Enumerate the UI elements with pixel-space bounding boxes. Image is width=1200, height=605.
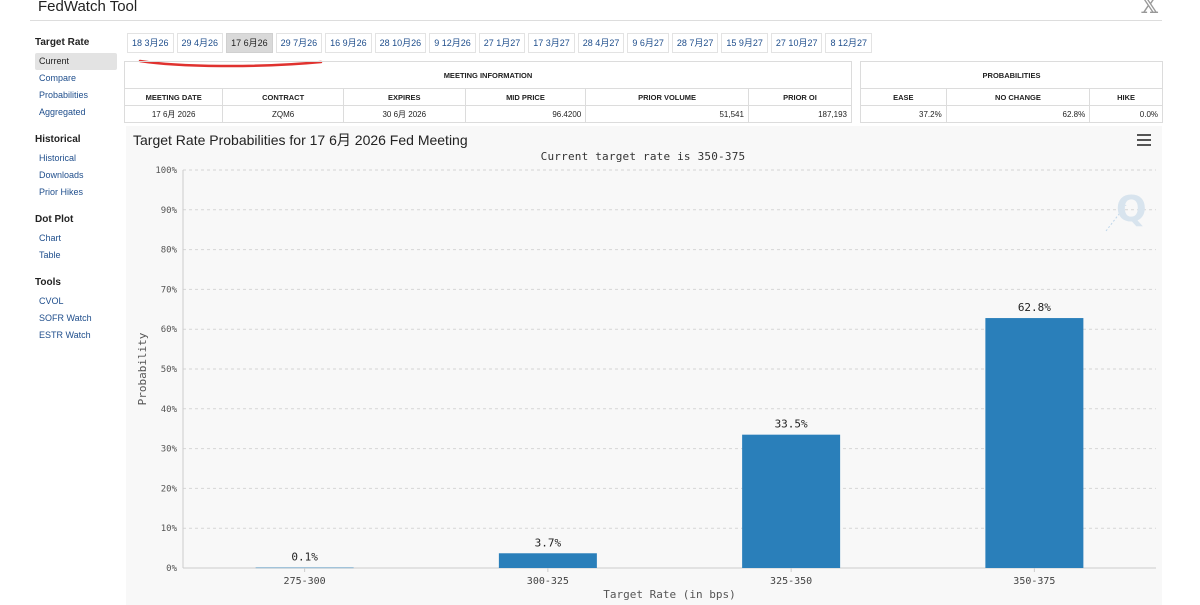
sidebar-section-title: Historical — [35, 134, 81, 145]
column-header: HIKE — [1089, 88, 1163, 106]
cme-q-logo-icon: Q — [1105, 189, 1146, 232]
table-cell: 17 6月 2026 — [123, 105, 224, 123]
divider — [30, 20, 1162, 21]
chart-title: Target Rate Probabilities for 17 6月 2026… — [133, 132, 468, 148]
meeting-tab[interactable]: 18 3月26 — [127, 33, 174, 53]
table-cell: 187,193 — [747, 105, 853, 123]
y-tick-label: 60% — [161, 325, 178, 335]
column-header: MID PRICE — [464, 88, 587, 106]
meeting-tab[interactable]: 9 12月26 — [429, 33, 476, 53]
sidebar-item-downloads[interactable]: Downloads — [39, 170, 84, 180]
y-tick-label: 90% — [161, 206, 178, 216]
x-tick-label: 300-325 — [527, 576, 569, 587]
x-axis-title: Target Rate (in bps) — [603, 588, 735, 601]
meeting-tab[interactable]: 27 1月27 — [478, 33, 526, 53]
column-header: CONTRACT — [222, 88, 344, 106]
column-header: MEETING DATE — [123, 88, 224, 106]
table-cell: ZQM6 — [222, 105, 344, 123]
y-tick-label: 10% — [161, 524, 178, 534]
sidebar-item-estr-watch[interactable]: ESTR Watch — [39, 330, 91, 340]
meeting-information-table: MEETING INFORMATION MEETING DATE CONTRACT… — [123, 61, 853, 123]
meeting-tab[interactable]: 28 10月26 — [374, 33, 427, 53]
meeting-tab[interactable]: 9 6月27 — [627, 33, 669, 53]
table-cell: 62.8% — [945, 105, 1091, 123]
table-cell: 0.0% — [1089, 105, 1163, 123]
probabilities-table: PROBABILITIES EASE NO CHANGE HIKE 37.2% 62.… — [860, 61, 1163, 123]
y-tick-label: 100% — [155, 166, 177, 176]
sidebar-item-historical[interactable]: Historical — [39, 153, 77, 163]
meeting-tab[interactable]: 29 4月26 — [176, 33, 224, 53]
sidebar-item-aggregated[interactable]: Aggregated — [39, 107, 86, 117]
bar — [985, 318, 1084, 568]
meeting-tab[interactable]: 17 6月26 — [226, 33, 273, 53]
probabilities-title: PROBABILITIES — [860, 61, 1163, 89]
sidebar-section-title: Target Rate — [35, 37, 90, 48]
data-label: 3.7% — [535, 536, 562, 549]
x-tick-label: 350-375 — [1013, 576, 1055, 587]
meeting-tab[interactable]: 28 4月27 — [577, 33, 625, 53]
sidebar-item-chart[interactable]: Chart — [39, 233, 62, 243]
data-label: 62.8% — [1018, 301, 1051, 314]
sidebar-item-current[interactable]: Current — [35, 53, 117, 70]
app-title: FedWatch Tool — [38, 0, 138, 15]
bar — [498, 553, 597, 568]
table-cell: 30 6月 2026 — [342, 105, 466, 123]
probabilities-header-row: EASE NO CHANGE HIKE — [860, 88, 1163, 106]
bar-chart: 0% 10% 20% 30% 40% 50% 60% 70% 80% 90% 100% 0.1% 275… — [136, 166, 1156, 601]
y-tick-label: 30% — [161, 445, 178, 455]
data-label: 33.5% — [775, 418, 808, 431]
chart-menu-icon[interactable] — [1137, 134, 1151, 146]
x-tick-label: 325-350 — [770, 576, 812, 587]
column-header: EXPIRES — [342, 88, 466, 106]
bar — [255, 567, 354, 569]
meeting-tab[interactable]: 29 7月26 — [275, 33, 323, 53]
sidebar: Target Rate Current Compare Probabilities Ag… — [30, 30, 122, 344]
table-cell: 96.4200 — [464, 105, 587, 123]
data-label: 0.1% — [291, 551, 318, 564]
meeting-tab[interactable]: 28 7月27 — [671, 33, 719, 53]
meeting-tab[interactable]: 8 12月27 — [825, 33, 872, 53]
column-header: PRIOR OI — [747, 88, 853, 106]
sidebar-item-prior-hikes[interactable]: Prior Hikes — [39, 187, 84, 197]
y-tick-label: 80% — [161, 246, 178, 256]
sidebar-section-title: Dot Plot — [35, 214, 74, 225]
sidebar-item-cvol[interactable]: CVOL — [39, 296, 64, 306]
y-tick-label: 0% — [166, 564, 177, 574]
y-tick-label: 50% — [161, 365, 178, 375]
sidebar-item-compare[interactable]: Compare — [39, 73, 77, 83]
sidebar-item-table[interactable]: Table — [39, 250, 61, 260]
y-axis-title: Probability — [136, 332, 149, 405]
probabilities-value-row: 37.2% 62.8% 0.0% — [860, 105, 1163, 123]
y-tick-label: 20% — [161, 484, 178, 494]
close-icon[interactable]: 𝕏 — [1141, 0, 1159, 19]
chart-subtitle: Current target rate is 350-375 — [540, 150, 746, 163]
meeting-info-value-row: 17 6月 2026 ZQM6 30 6月 2026 96.4200 51,541 187… — [123, 105, 853, 123]
column-header: PRIOR VOLUME — [585, 88, 749, 106]
table-cell: 37.2% — [860, 105, 947, 123]
svg-text:Q: Q — [1116, 189, 1146, 230]
meeting-tab[interactable]: 17 3月27 — [528, 33, 575, 53]
table-cell: 51,541 — [585, 105, 749, 123]
sidebar-item-sofr-watch[interactable]: SOFR Watch — [39, 313, 92, 323]
title-bar: FedWatch Tool 𝕏 — [0, 0, 1200, 22]
meeting-tab[interactable]: 16 9月26 — [325, 33, 372, 53]
meeting-tab[interactable]: 15 9月27 — [721, 33, 768, 53]
x-tick-label: 275-300 — [284, 576, 326, 587]
bar — [742, 434, 841, 568]
sidebar-section-title: Tools — [35, 277, 61, 288]
column-header: NO CHANGE — [945, 88, 1091, 106]
meeting-info-header-row: MEETING DATE CONTRACT EXPIRES MID PRICE PRIO… — [123, 88, 853, 106]
column-header: EASE — [860, 88, 947, 106]
meeting-date-tabs: 18 3月26 29 4月26 17 6月26 29 7月26 16 9月26 28 10… — [127, 33, 872, 53]
sidebar-item-probabilities[interactable]: Probabilities — [39, 90, 89, 100]
meeting-info-title: MEETING INFORMATION — [124, 61, 852, 89]
meeting-tab[interactable]: 27 10月27 — [770, 33, 823, 53]
y-tick-label: 40% — [161, 405, 178, 415]
y-tick-label: 70% — [161, 285, 178, 295]
